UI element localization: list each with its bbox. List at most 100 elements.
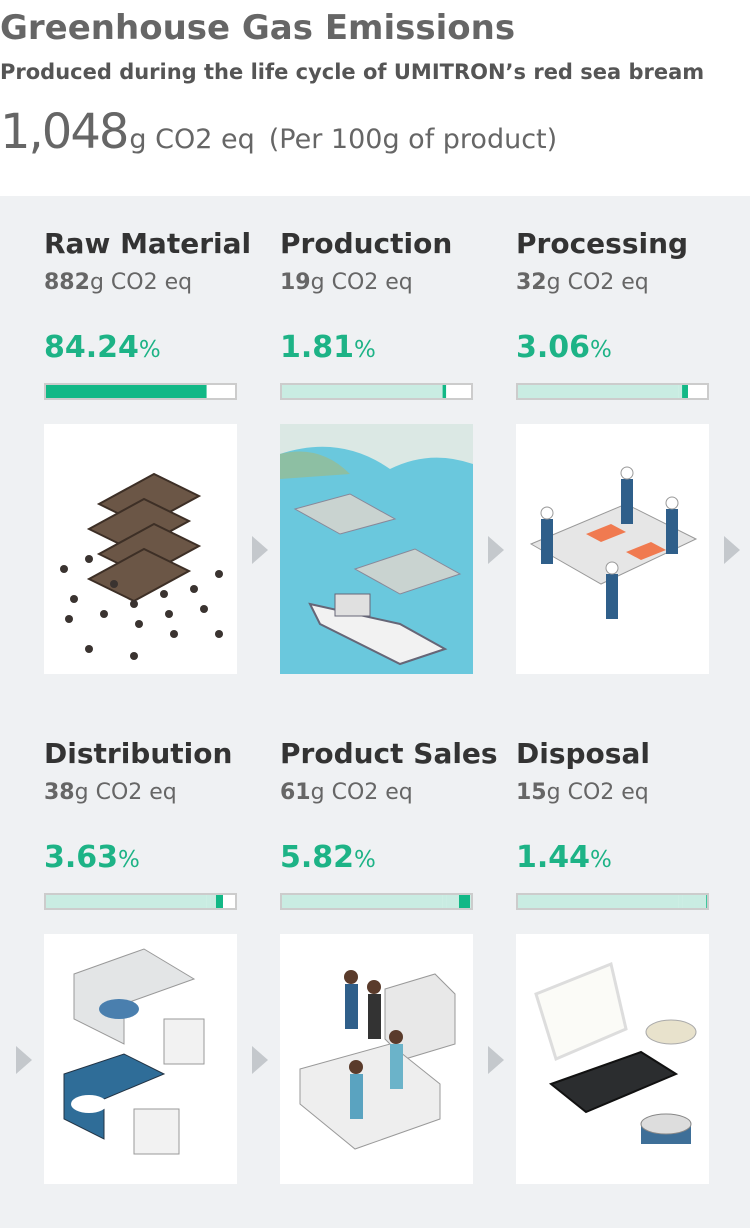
illustration <box>44 424 237 674</box>
stage-name: Raw Material <box>44 227 252 260</box>
arrow-shape <box>488 1046 504 1074</box>
lid <box>645 1019 697 1045</box>
amount-line: 15g CO2 eq <box>516 780 649 805</box>
cab <box>163 1018 205 1065</box>
percent-sign: % <box>118 847 140 873</box>
percent-sign: % <box>354 847 376 873</box>
percent: 1.44 <box>516 840 591 875</box>
amount-unit: g CO2 eq <box>310 780 413 805</box>
arrow-shape <box>16 1046 32 1074</box>
pen <box>353 548 462 595</box>
amount: 32 <box>516 270 547 295</box>
bar-prior <box>442 893 447 910</box>
feed-pellet <box>165 610 173 618</box>
feed-pellet <box>135 620 143 628</box>
person-head <box>344 970 358 984</box>
amount-line: 61g CO2 eq <box>280 780 413 805</box>
worker <box>541 519 553 564</box>
table <box>529 503 698 585</box>
stage-name: Production <box>280 227 453 260</box>
percent-line: 3.63% <box>44 840 140 875</box>
feed-pellet <box>130 600 138 608</box>
feed-pellet <box>160 590 168 598</box>
bar-prior <box>687 893 695 910</box>
percent-sign: % <box>590 847 612 873</box>
illustration <box>516 934 709 1184</box>
bar-prior <box>694 893 707 910</box>
bar-prior <box>678 383 683 400</box>
illustration <box>280 424 473 674</box>
percent-line: 3.06% <box>516 330 612 365</box>
arrow <box>252 1046 268 1074</box>
note: (Per 100g of product) <box>268 124 558 155</box>
illustration <box>516 424 709 674</box>
worker <box>666 509 678 554</box>
hills-green <box>280 451 350 479</box>
illustration-art <box>60 472 223 660</box>
amount-line: 32g CO2 eq <box>516 270 649 295</box>
illustration-art <box>534 961 697 1144</box>
amount-line: 38g CO2 eq <box>44 780 177 805</box>
feed-pellet <box>70 595 78 603</box>
percent-line: 1.44% <box>516 840 612 875</box>
percent-sign: % <box>138 337 161 363</box>
total-line: 1,048g CO2 eq (Per 100g of product) <box>0 104 557 160</box>
stage-name: Distribution <box>44 737 233 770</box>
amount-line: 19g CO2 eq <box>280 270 413 295</box>
black-tray <box>548 1050 679 1114</box>
share-bar <box>516 893 709 910</box>
feed-pellet <box>215 630 223 638</box>
amount-unit: g CO2 eq <box>310 270 413 295</box>
stage-name: Disposal <box>516 737 650 770</box>
percent: 84.24 <box>44 330 139 365</box>
amount: 882 <box>44 270 90 295</box>
worker-head <box>665 496 679 510</box>
arrow-shape <box>724 536 740 564</box>
share-bar <box>44 893 237 910</box>
feed-pellet <box>215 570 223 578</box>
arrow-shape <box>252 536 268 564</box>
total: 1,048 <box>0 104 129 160</box>
bar-prior <box>516 383 679 400</box>
boat <box>308 602 448 666</box>
share-bar <box>516 383 709 400</box>
total-unit: g CO2 eq <box>129 124 255 155</box>
arrow <box>724 536 740 564</box>
bar-prior <box>446 893 452 910</box>
bar-prior <box>678 893 683 910</box>
counter <box>299 1043 441 1150</box>
feed-pellet <box>100 610 108 618</box>
truck-box-blue <box>63 1053 166 1140</box>
arrow <box>488 536 504 564</box>
percent-sign: % <box>590 337 612 363</box>
person <box>390 1044 403 1089</box>
amount-line: 882g CO2 eq <box>44 270 192 295</box>
bar-prior <box>44 893 207 910</box>
amount: 38 <box>44 780 75 805</box>
feed-pellet <box>190 585 198 593</box>
illustration-art <box>299 970 456 1150</box>
percent: 3.63 <box>44 840 119 875</box>
worker <box>621 479 633 524</box>
bar-border <box>44 383 237 400</box>
bar-prior <box>210 893 216 910</box>
bar-prior <box>280 383 443 400</box>
stage-name: Product Sales <box>280 737 498 770</box>
person-head <box>349 1060 363 1074</box>
fish <box>626 542 666 560</box>
person <box>368 994 381 1039</box>
amount-unit: g CO2 eq <box>74 780 177 805</box>
person-head <box>389 1030 403 1044</box>
bar-border <box>44 893 237 910</box>
illustration <box>280 934 473 1184</box>
person-head <box>367 980 381 994</box>
feed-pellet <box>110 580 118 588</box>
bar-prior <box>451 893 459 910</box>
bar-prior <box>516 893 679 910</box>
person <box>345 984 358 1029</box>
illustration <box>44 934 237 1184</box>
worker-head <box>605 561 619 575</box>
bar-prior <box>682 893 688 910</box>
pen <box>293 493 397 535</box>
